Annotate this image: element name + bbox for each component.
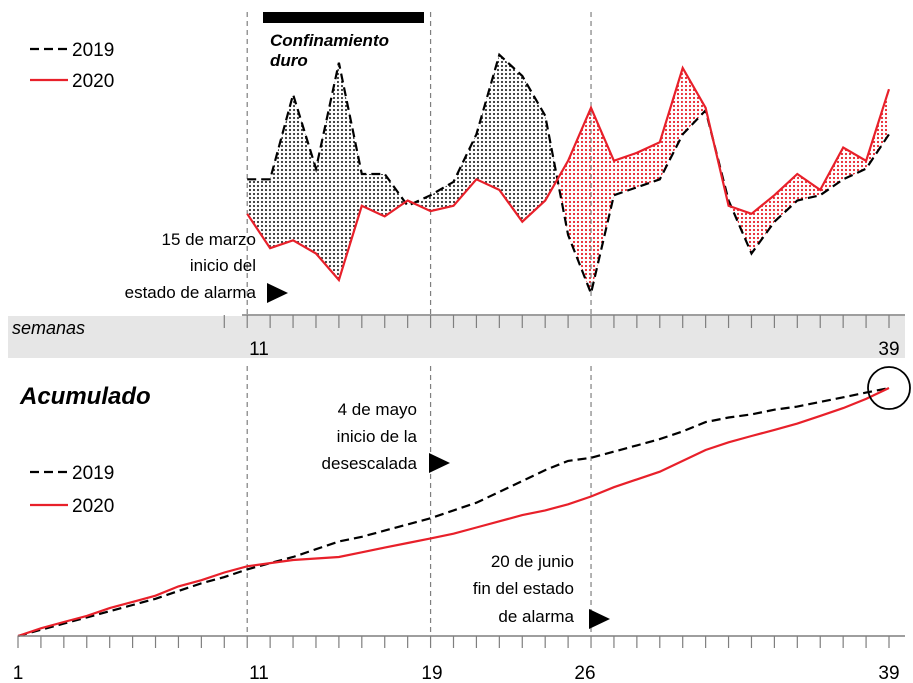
annotation-junio-line-2: fin del estado [473,579,574,598]
annotation-20-junio: 20 de junio fin del estado de alarma [473,552,610,629]
cumulative-series-2020-line [17,387,890,638]
difference-fill-segment [361,174,385,217]
cumulative-tick-label-11: 11 [249,663,269,683]
difference-fill-segment [476,54,500,190]
difference-fill-segment [659,68,683,180]
weekly-series-2019-line [247,52,890,297]
difference-fill-segment [797,174,821,201]
difference-fill-segment [557,160,569,235]
difference-fills [247,54,889,294]
weekly-x-ticks [223,315,890,328]
weekly-tick-label-11: 11 [249,339,269,360]
difference-fill-segment [316,62,339,281]
difference-fill-segment [338,62,362,281]
cumulative-tick-label-1: 1 [13,663,24,683]
annotation-mayo-line-2: inicio de la [337,427,418,446]
annotation-junio-arrow [589,609,610,629]
weekly-reference-lines [246,12,592,316]
cumulative-legend: 2019 2020 [30,463,114,517]
difference-fill-segment [430,181,454,212]
weekly-tick-label-39: 39 [878,339,899,360]
difference-fill-segment [682,68,706,135]
cumulative-x-ticks [17,636,890,648]
difference-fill-segment [413,195,431,212]
annotation-junio-line-1: 20 de junio [491,552,574,571]
weeks-axis-title: semanas [12,318,85,338]
cumulative-reference-lines [246,366,592,636]
difference-fill-segment [499,54,523,222]
endpoint-highlight-circle [867,366,911,410]
annotation-mayo-arrow [429,453,450,473]
weekly-legend: 2019 2020 [30,40,114,92]
cumulative-tick-label-26: 26 [574,663,595,683]
difference-fill-segment [774,174,798,222]
annotation-line-1: 15 de marzo [162,230,257,249]
difference-fill-segment [270,94,294,249]
confinement-bar [263,12,424,23]
weekly-panel: Confinamiento duro 2019 2020 15 de marzo … [8,12,905,360]
annotation-4-mayo: 4 de mayo inicio de la desescalada [322,400,450,473]
difference-fill-segment [636,142,660,188]
confinement-label-1: Confinamiento duro [270,31,389,70]
legend-2020-label-bottom: 2020 [72,496,114,517]
cumulative-tick-label-39: 39 [878,663,899,683]
difference-fill-segment [453,134,477,206]
annotation-15-marzo: 15 de marzo inicio del estado de alarma [125,230,288,303]
cumulative-tick-label-19: 19 [421,663,442,683]
difference-fill-segment [843,147,867,180]
annotation-line-3: estado de alarma [125,283,257,302]
difference-fill-segment [293,94,316,254]
annotation-arrow [267,283,288,303]
legend-2020-label: 2020 [72,71,114,92]
legend-2019-label: 2019 [72,40,114,61]
annotation-line-2: inicio del [190,256,256,275]
legend-2019-label-bottom: 2019 [72,463,114,484]
cumulative-series-2019-line [17,386,890,638]
difference-fill-segment [591,107,614,294]
annotation-junio-line-3: de alarma [498,607,574,626]
difference-fill-segment [613,152,637,196]
difference-fill-segment [247,179,271,249]
annotation-mayo-line-3: desescalada [322,454,418,473]
weekly-series-2020-line [246,65,891,283]
cumulative-title: Acumulado [19,383,151,410]
cumulative-panel: Acumulado 2019 2020 4 de mayo inicio de … [13,366,911,683]
week-axis-band [8,316,905,358]
difference-fill-segment [522,76,546,222]
annotation-mayo-line-1: 4 de mayo [338,400,417,419]
